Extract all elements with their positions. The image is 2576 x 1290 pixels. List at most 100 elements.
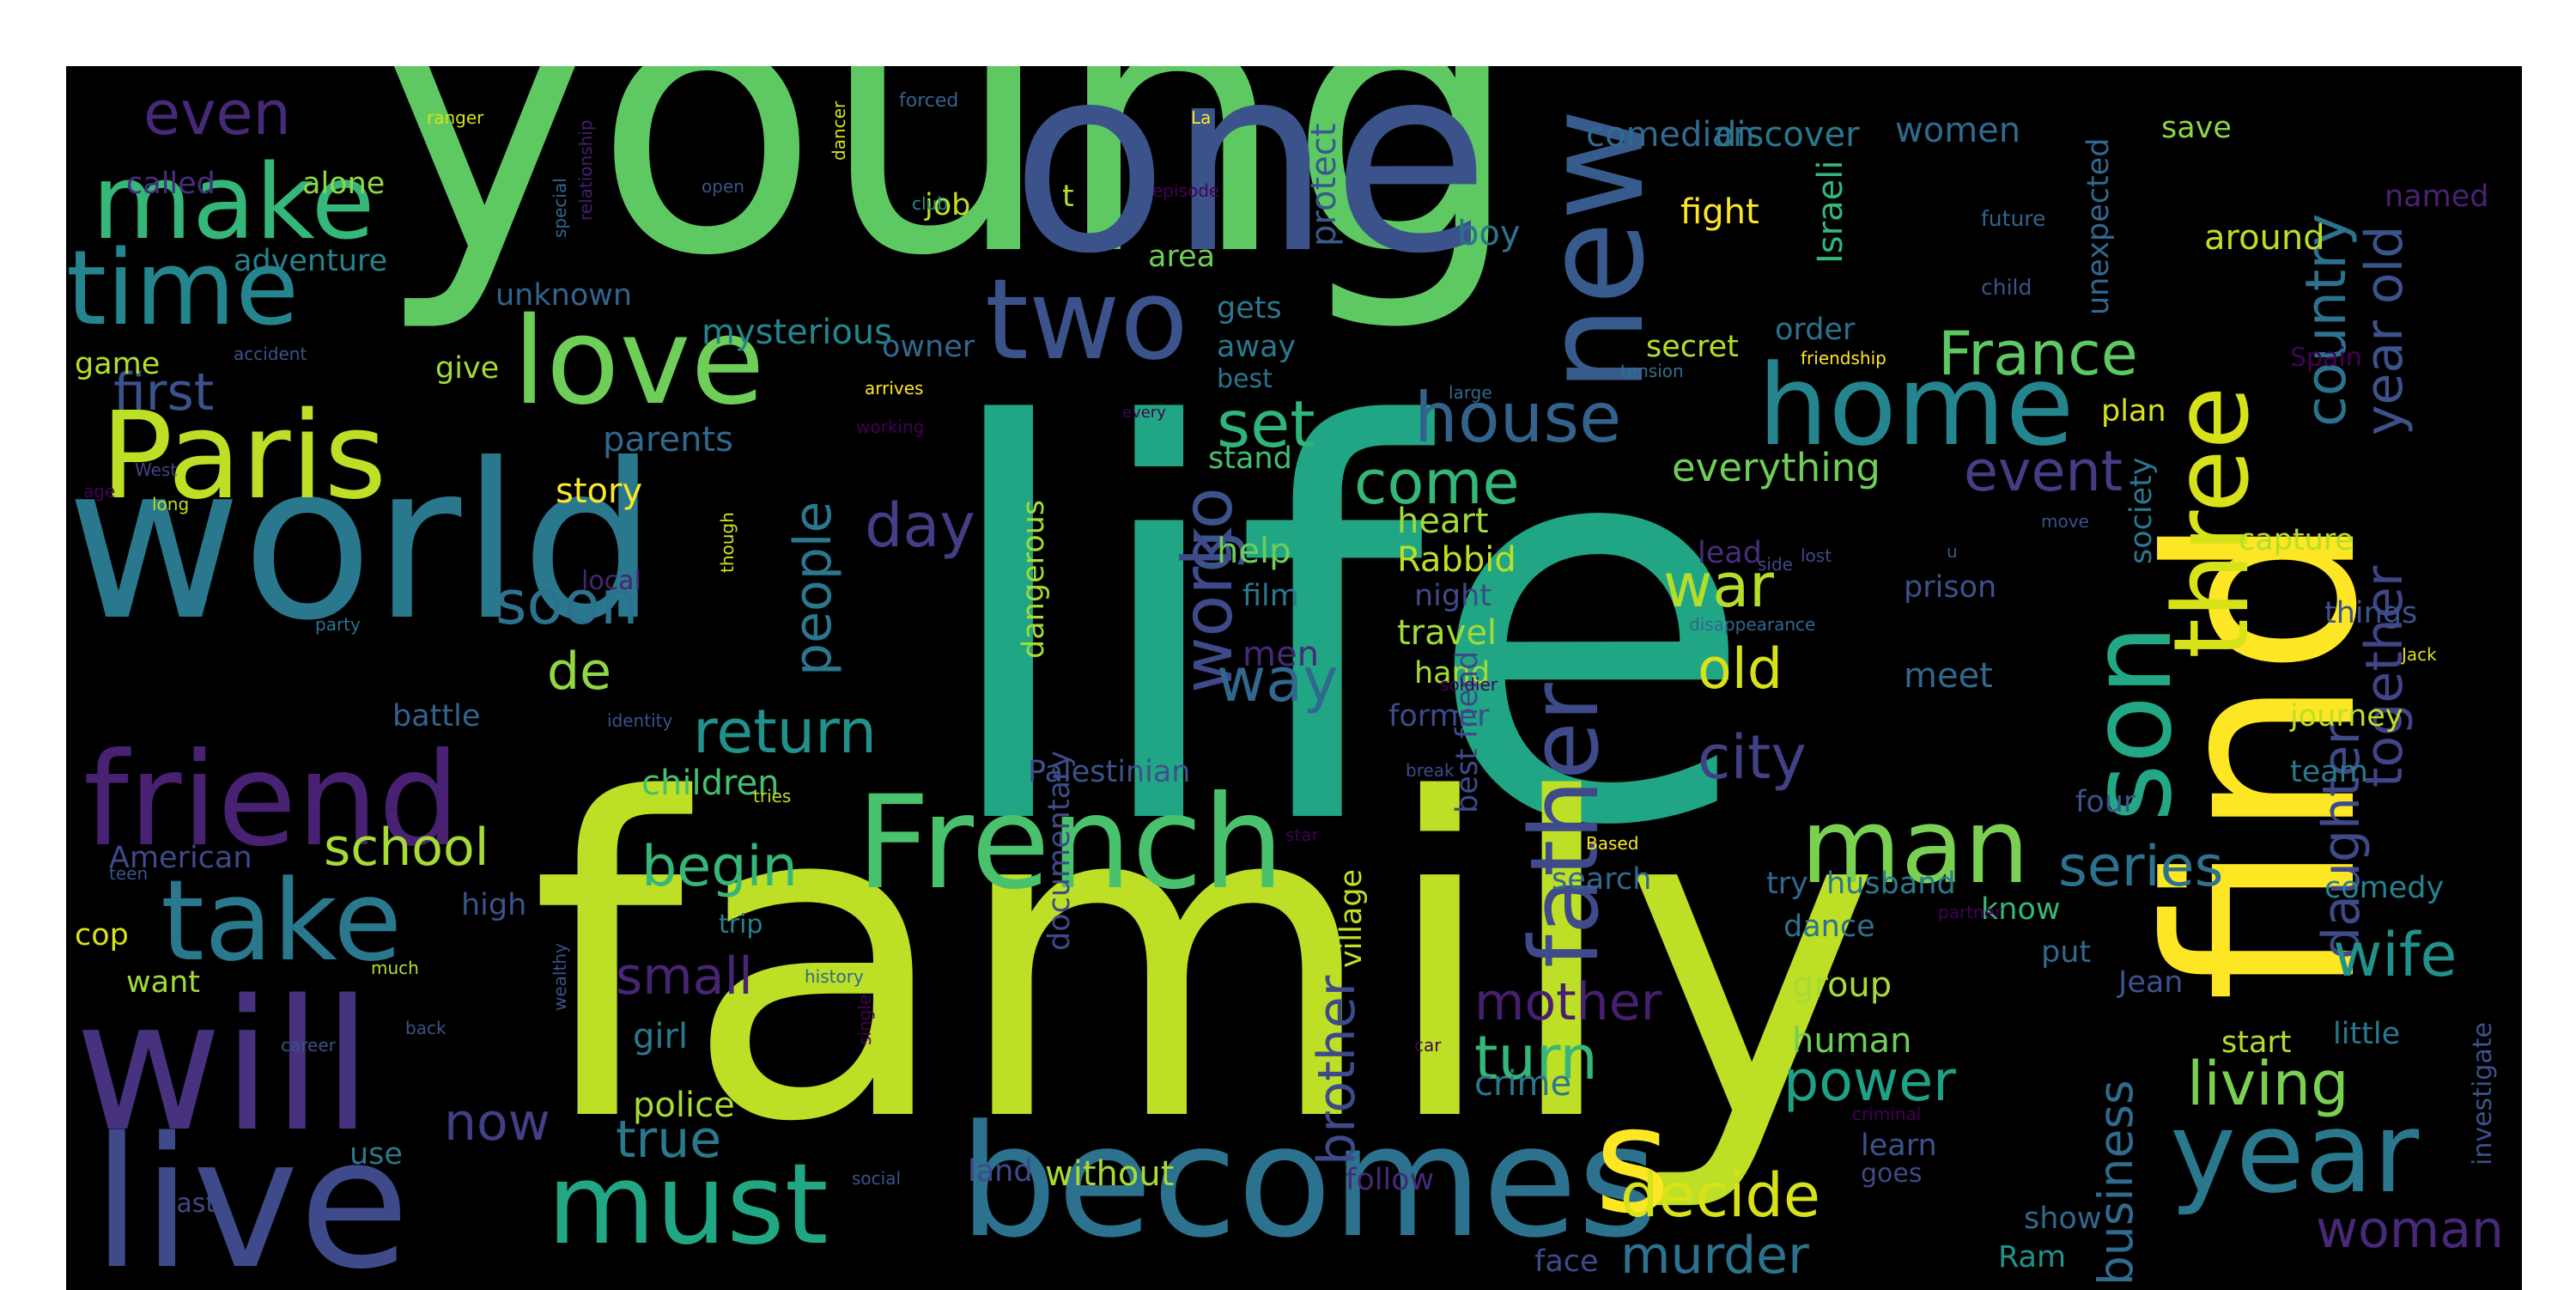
word-investigate: investigate [2468,1022,2498,1165]
word-order: order [1775,313,1856,347]
word-night: night [1414,579,1492,613]
word-young: young [375,66,1522,337]
word-girl: girl [633,1017,689,1056]
word-life: life [933,313,1758,944]
word-move: move [2041,511,2089,532]
word-people: people [783,501,843,676]
word-battle: battle [392,699,481,733]
word-city: city [1698,722,1807,793]
word-help: help [1217,532,1291,571]
word-four: four [2075,785,2136,819]
word-will: will [75,961,373,1171]
word-adventure: adventure [234,244,388,278]
word-one: one [1011,66,1491,310]
word-last: last [169,1189,216,1219]
word-accident: accident [234,344,307,364]
word-french: French [856,769,1285,918]
word-area: area [1148,240,1216,274]
word-protect: protect [1304,123,1344,246]
word-club: club [912,193,948,214]
word-large: large [1449,382,1492,403]
word-career: career [281,1035,336,1056]
word-alone: alone [302,167,386,201]
word-ram: Ram [1998,1240,2067,1275]
word-try: try [1766,867,1808,901]
word-husband: husband [1826,867,1956,901]
word-la: La [1191,107,1212,128]
word-lead: lead [1698,536,1762,570]
word-dangerous: dangerous [1017,499,1051,659]
word-time: time [66,229,300,349]
word-high: high [461,888,527,922]
word-cloud: young one life family world find will live becom… [66,66,2522,1290]
word-called: called [126,167,216,201]
word-make: make [92,143,375,263]
word-capture: capture [2239,523,2354,557]
word-prison: prison [1904,570,1997,605]
word-boy: boy [1457,214,1521,253]
word-travel: travel [1397,613,1498,653]
word-long: long [152,494,190,514]
word-comedy: comedy [2324,871,2445,905]
word-cop: cop [75,918,129,952]
word-named: named [2385,180,2489,214]
word-year: year [2170,1087,2420,1218]
word-car: car [1414,1035,1442,1056]
word-old: old [1698,637,1783,702]
word-little: little [2333,1017,2401,1051]
word-journey: journey [2290,699,2403,733]
word-party: party [315,614,361,635]
word-unexpected: unexpected [2081,137,2116,315]
word-relationship: relationship [575,119,596,221]
word-team: team [2290,755,2368,789]
word-identity: identity [607,710,673,731]
word-even: even [143,78,291,149]
word-police: police [633,1086,735,1125]
word-away: away [1217,330,1297,364]
word-child: child [1981,275,2032,300]
word-land: land [968,1154,1033,1189]
word-war: war [1663,551,1774,621]
word-wealthy: wealthy [550,943,570,1011]
word-lost: lost [1801,545,1832,566]
word-business: business [2088,1080,2143,1286]
word-hand: hand [1414,656,1491,691]
word-open: open [702,176,744,197]
word-secret: secret [1646,330,1739,364]
word-documentary: documentary [1042,750,1077,951]
word-forced: forced [899,90,959,112]
word-story: story [556,472,643,511]
word-year-old: year old [2354,225,2415,435]
word-face: face [1534,1244,1599,1279]
word-soon: soon [495,568,639,638]
word-west: West [135,459,178,480]
word-live: live [92,1098,410,1290]
word-plan: plan [2101,394,2166,429]
word-want: want [126,965,200,1000]
word-age: age [83,481,116,502]
word-power: power [1783,1050,1956,1114]
word-society: society [2124,457,2159,564]
word-home: home [1758,340,2075,471]
word-much: much [371,958,419,978]
word-everything: everything [1672,445,1880,490]
word-soldier: soldier [1440,674,1498,695]
word-american: American [109,841,252,875]
word-begin: begin [641,835,798,899]
word-small: small [616,946,753,1007]
word-children: children [641,764,780,803]
word-de: de [547,642,611,702]
word-based: Based [1586,833,1639,854]
word-episode: episode [1152,180,1220,201]
word-living: living [2187,1049,2349,1119]
word-take: take [161,855,403,986]
word-side: side [1758,554,1793,575]
word-star: star [1285,825,1319,845]
word-tries: tries [753,786,792,806]
word-series: series [2058,835,2224,899]
word-murder: murder [1620,1226,1809,1286]
word-mysterious: mysterious [702,313,892,352]
word-put: put [2041,935,2092,970]
word-partner: partner [1938,902,2002,922]
word-job: job [925,188,971,222]
